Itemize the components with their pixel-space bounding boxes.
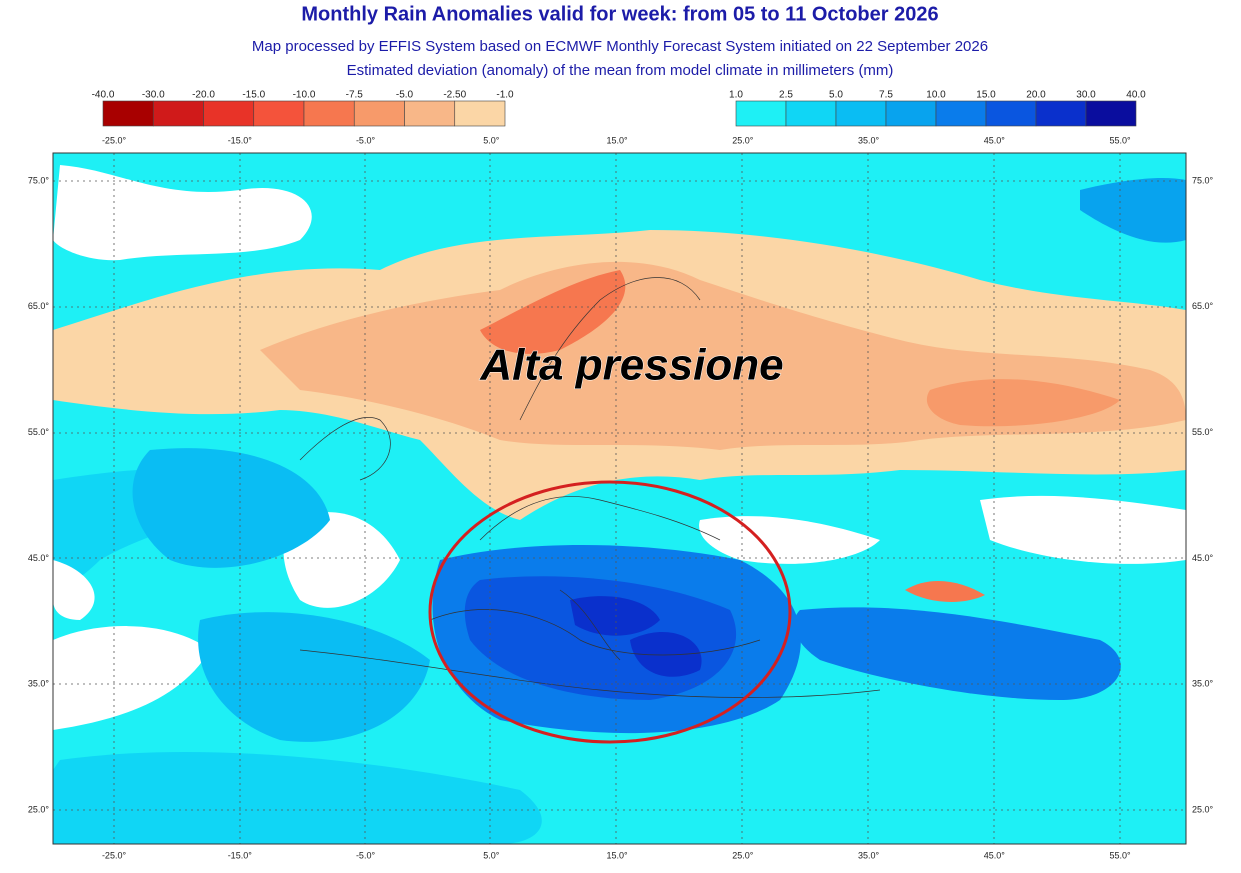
lon-label: 25.0° <box>732 850 754 860</box>
coastline <box>299 277 881 698</box>
positive-anomaly <box>570 596 660 636</box>
positive-anomaly <box>132 448 330 568</box>
legend-label: -15.0 <box>242 90 265 101</box>
lon-label: 5.0° <box>483 135 500 145</box>
strong-negative <box>905 580 985 602</box>
dry-patch <box>699 516 880 564</box>
lon-label: -15.0° <box>228 135 253 145</box>
lon-label: 35.0° <box>858 135 880 145</box>
legend-label: 10.0 <box>926 90 946 101</box>
legend-label: -10.0 <box>293 90 316 101</box>
lon-label: 15.0° <box>606 135 628 145</box>
lon-label: -5.0° <box>356 135 376 145</box>
legend-label: 15.0 <box>976 90 996 101</box>
legend-swatch <box>203 100 255 127</box>
subtitle: Map processed by EFFIS System based on E… <box>252 38 988 55</box>
positive-anomaly <box>630 631 702 677</box>
lon-label: 45.0° <box>984 850 1006 860</box>
legend-label: 7.5 <box>879 90 893 101</box>
legend-label: -40.0 <box>92 90 115 101</box>
arctic-band <box>53 160 1186 240</box>
lat-label: 75.0° <box>28 175 50 185</box>
dry-patch <box>53 165 312 261</box>
lat-label: 55.0° <box>28 427 50 437</box>
legend-swatch <box>404 100 456 127</box>
legend-label: 40.0 <box>1126 90 1146 101</box>
strong-negative <box>926 379 1120 427</box>
legend-swatch <box>253 100 305 127</box>
lat-label: 45.0° <box>28 553 50 563</box>
lon-label: 45.0° <box>984 135 1006 145</box>
lat-label: 35.0° <box>28 679 50 689</box>
positive-anomaly <box>198 612 430 742</box>
legend-swatch <box>303 100 355 127</box>
dry-patch <box>53 560 95 620</box>
legend-swatch <box>985 100 1037 127</box>
lon-label: 55.0° <box>1109 850 1131 860</box>
legend-label: 30.0 <box>1076 90 1096 101</box>
lon-label: -25.0° <box>102 135 127 145</box>
legend-swatch <box>1085 100 1137 127</box>
map: Alta pressione <box>53 153 1186 844</box>
lat-label: 25.0° <box>28 804 50 814</box>
positive-anomaly <box>1080 178 1186 243</box>
legend-swatch <box>454 100 506 127</box>
annotation: Alta pressione <box>479 341 783 390</box>
legend-label: -5.0 <box>396 90 414 101</box>
legend-label: -1.0 <box>496 90 514 101</box>
legend-label: 1.0 <box>729 90 743 101</box>
map-frame <box>52 152 1187 845</box>
lat-label: 75.0° <box>1192 175 1214 185</box>
legend-swatch <box>935 100 987 127</box>
lat-label: 25.0° <box>1192 804 1214 814</box>
lon-label: -5.0° <box>356 850 376 860</box>
legend-swatch <box>152 100 204 127</box>
lat-label: 55.0° <box>1192 427 1214 437</box>
lat-label: 45.0° <box>1192 553 1214 563</box>
positive-anomaly <box>794 607 1121 700</box>
title: Monthly Rain Anomalies valid for week: f… <box>301 3 938 25</box>
legend-swatch <box>835 100 887 127</box>
legend-swatch <box>102 100 154 127</box>
legend-label: -2.50 <box>443 90 466 101</box>
positive-anomaly <box>53 751 542 844</box>
legend-swatch <box>353 100 405 127</box>
legend-swatch <box>735 100 787 127</box>
legend-label: -30.0 <box>142 90 165 101</box>
graticule <box>53 153 1186 844</box>
description: Estimated deviation (anomaly) of the mea… <box>347 62 894 79</box>
legend-label: 5.0 <box>829 90 843 101</box>
lat-label: 65.0° <box>28 301 50 311</box>
legend-swatch <box>785 100 837 127</box>
legend-label: -20.0 <box>192 90 215 101</box>
lon-label: 5.0° <box>483 850 500 860</box>
lat-label: 35.0° <box>1192 679 1214 689</box>
lon-label: 25.0° <box>732 135 754 145</box>
dry-patch <box>53 626 210 730</box>
lon-label: 55.0° <box>1109 135 1131 145</box>
legend-label: 20.0 <box>1026 90 1046 101</box>
lon-label: -15.0° <box>228 850 253 860</box>
lat-label: 65.0° <box>1192 301 1214 311</box>
legend-swatch <box>885 100 937 127</box>
legend-label: -7.5 <box>346 90 364 101</box>
lon-label: 15.0° <box>606 850 628 860</box>
lon-label: 35.0° <box>858 850 880 860</box>
lon-label: -25.0° <box>102 850 127 860</box>
dry-patch <box>980 495 1186 564</box>
legend-label: 2.5 <box>779 90 793 101</box>
strong-negative <box>480 270 626 354</box>
highlight-ellipse <box>428 480 792 744</box>
legend-swatch <box>1035 100 1087 127</box>
